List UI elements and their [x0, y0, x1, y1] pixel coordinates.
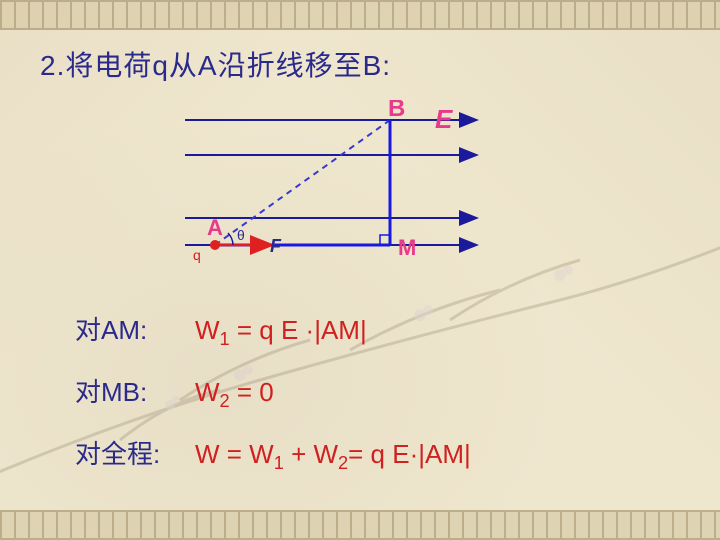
equation-body: W = W1 + W2= q E·|AM| — [195, 439, 471, 474]
physics-diagram: A B M Eq Fθ — [175, 100, 515, 270]
svg-text:M: M — [398, 235, 416, 260]
equation-body: W1 = q E ·|AM| — [195, 315, 367, 350]
equation-row: 对AM: W1 = q E ·|AM| — [75, 310, 635, 350]
svg-text:A: A — [207, 215, 223, 240]
svg-text:B: B — [388, 100, 405, 122]
equation-row: 对全程: W = W1 + W2= q E·|AM| — [75, 434, 635, 474]
svg-text:E: E — [435, 104, 453, 134]
svg-text:q: q — [193, 247, 201, 263]
svg-text:F: F — [270, 236, 282, 256]
equation-label: 对全程: — [75, 434, 185, 471]
equations-block: 对AM: W1 = q E ·|AM| 对MB: W2 = 0 对全程: W = W1 +… — [75, 310, 635, 497]
slide-title: 2.将电荷q从A沿折线移至B: — [40, 44, 680, 84]
equation-label: 对MB: — [75, 372, 185, 409]
svg-text:θ: θ — [237, 227, 245, 243]
equation-body: W2 = 0 — [195, 377, 274, 412]
equation-label: 对AM: — [75, 310, 185, 347]
equation-row: 对MB: W2 = 0 — [75, 372, 635, 412]
